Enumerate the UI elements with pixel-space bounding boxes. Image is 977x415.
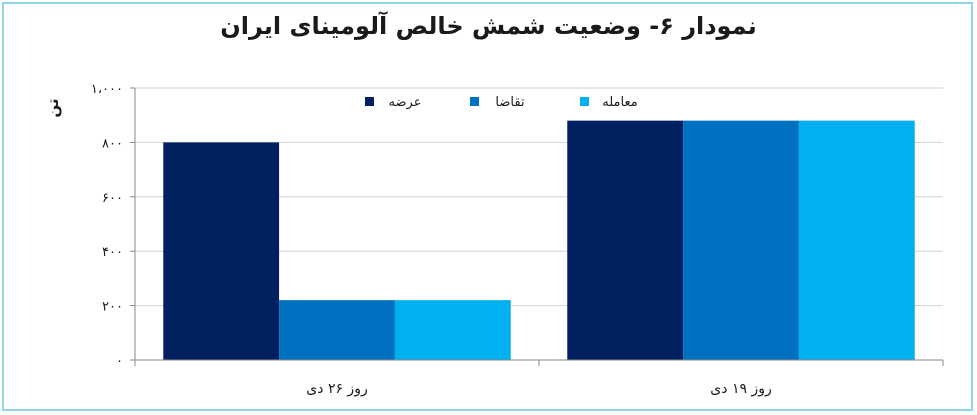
bar-1-1 <box>163 142 280 360</box>
legend-swatch <box>470 97 479 106</box>
y-tick-label: ۸۰۰ <box>102 136 123 151</box>
y-axis-unit-label: تن <box>44 98 62 117</box>
y-tick-label: ۴۰۰ <box>102 245 123 260</box>
legend-swatch <box>580 97 589 106</box>
y-tick-label: ۶۰۰ <box>102 191 123 206</box>
legend-label: تقاضا <box>495 95 525 110</box>
y-tick-label: ۰ <box>116 354 123 369</box>
bar-1-2 <box>567 120 684 360</box>
bar-3-2 <box>798 120 915 360</box>
y-tick-labels: ۰ ۲۰۰ ۴۰۰ ۶۰۰ ۸۰۰ ۱،۰۰۰ <box>91 82 123 369</box>
bars <box>163 120 915 360</box>
legend-label: عرضه <box>389 95 422 110</box>
axes <box>134 88 944 366</box>
bar-2-1 <box>279 300 395 360</box>
x-category-labels: روز ۲۶ دی روز ۱۹ دی <box>306 381 771 397</box>
y-tick-label: ۲۰۰ <box>102 300 123 315</box>
legend-swatch <box>365 97 374 106</box>
chart-title: نمودار ۶- وضعیت شمش خالص آلومینای ایران <box>220 12 757 40</box>
x-category-label: روز ۲۶ دی <box>306 381 367 397</box>
bar-3-1 <box>394 300 511 360</box>
y-tick-label: ۱،۰۰۰ <box>91 82 123 97</box>
bar-2-2 <box>683 120 799 360</box>
legend: عرضه تقاضا معامله <box>365 95 638 110</box>
x-category-label: روز ۱۹ دی <box>710 381 771 397</box>
legend-label: معامله <box>602 95 637 110</box>
